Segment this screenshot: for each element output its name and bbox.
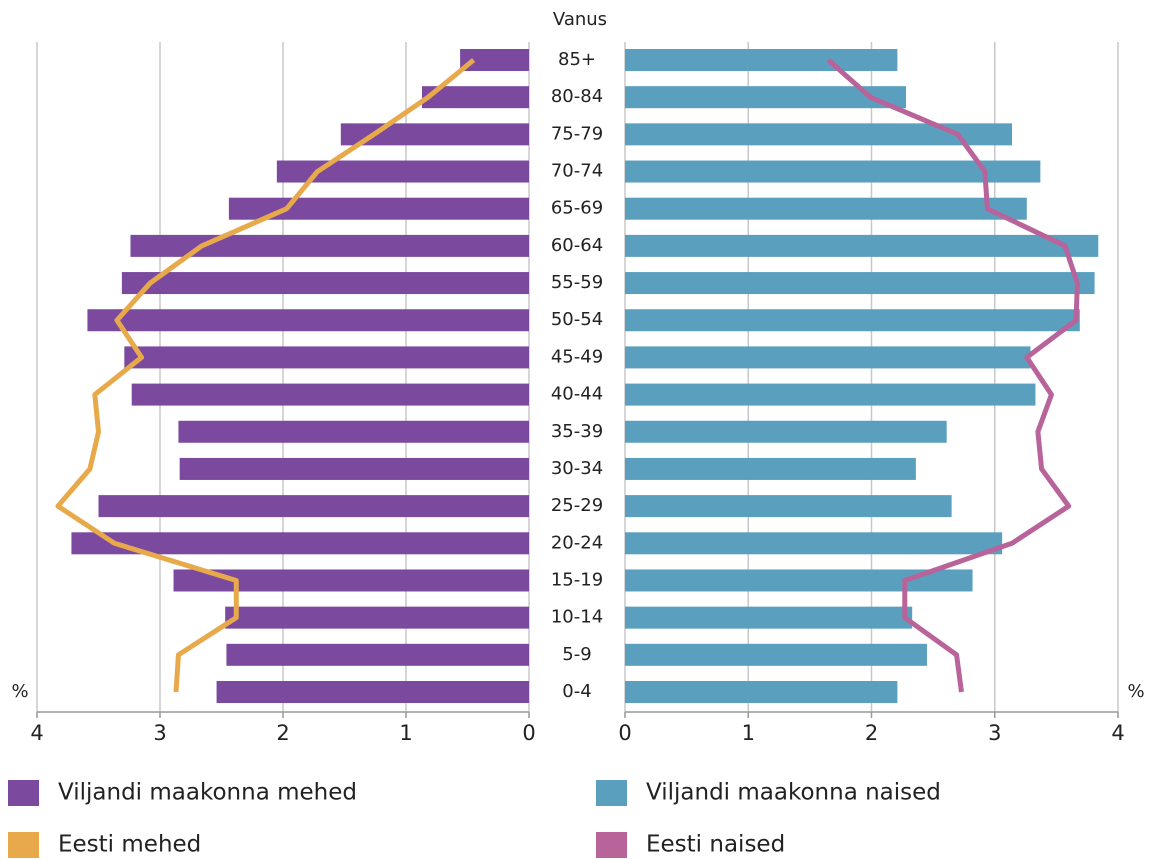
bar (87, 309, 530, 332)
bar (625, 197, 1027, 220)
bar (216, 681, 529, 703)
category-label: 45-49 (551, 346, 603, 367)
line (55, 58, 476, 693)
x-tick-label: 4 (1111, 721, 1124, 745)
bar (71, 532, 529, 555)
bar (625, 86, 907, 109)
category-label: 20-24 (551, 532, 603, 553)
bar (98, 495, 529, 518)
category-label: 0-4 (562, 681, 591, 702)
category-label: 85+ (558, 49, 596, 70)
x-tick-label: 4 (30, 721, 43, 745)
bar (421, 86, 529, 109)
line (826, 58, 1080, 693)
x-tick-label: 0 (522, 721, 535, 745)
x-tick-label: 1 (399, 721, 412, 745)
category-label: 65-69 (551, 198, 603, 219)
x-tick-label: 1 (742, 721, 755, 745)
bar (625, 457, 916, 480)
bar (124, 346, 529, 369)
bar (130, 234, 530, 257)
bar (460, 49, 529, 71)
category-label: 40-44 (551, 384, 603, 405)
legend-label: Eesti naised (646, 832, 785, 858)
category-label: 70-74 (551, 161, 603, 182)
bar (625, 160, 1041, 183)
x-tick-label: 2 (865, 721, 878, 745)
bar (178, 420, 529, 443)
x-tick-label: 0 (618, 721, 631, 745)
legend-swatch (8, 780, 39, 806)
bar (625, 420, 947, 443)
axis-unit-left: % (11, 681, 28, 702)
category-label: 75-79 (551, 123, 603, 144)
x-tick-label: 3 (153, 721, 166, 745)
bar (276, 160, 529, 183)
bar (625, 234, 1099, 257)
category-label: 55-59 (551, 272, 603, 293)
bar (625, 532, 1003, 555)
bar (625, 309, 1080, 332)
bar (625, 495, 952, 518)
bar (226, 643, 530, 666)
category-label: 60-64 (551, 235, 603, 256)
legend-swatch (8, 832, 39, 858)
category-label: 35-39 (551, 421, 603, 442)
bar (179, 457, 529, 480)
category-label: 10-14 (551, 607, 603, 628)
bar (625, 49, 898, 71)
bar (625, 643, 927, 666)
bar (340, 123, 529, 146)
axis-unit-right: % (1127, 681, 1144, 702)
legend-swatch (596, 832, 627, 858)
bar (625, 123, 1013, 146)
category-label: 15-19 (551, 569, 603, 590)
legend-label: Viljandi maakonna naised (646, 780, 941, 806)
legend-label: Eesti mehed (58, 832, 201, 858)
bar (625, 346, 1031, 369)
bar (173, 569, 529, 592)
bar (225, 606, 529, 629)
category-axis-title: Vanus (553, 9, 607, 30)
legend-swatch (596, 780, 627, 806)
legend-label: Viljandi maakonna mehed (58, 780, 357, 806)
bar (625, 272, 1095, 295)
category-label: 50-54 (551, 309, 603, 330)
bar (228, 197, 529, 220)
x-tick-label: 3 (988, 721, 1001, 745)
bar (131, 383, 529, 406)
bar (121, 272, 530, 295)
category-label: 25-29 (551, 495, 603, 516)
bar (625, 606, 913, 629)
category-label: 5-9 (562, 644, 591, 665)
bar (625, 569, 973, 592)
bar (625, 681, 898, 703)
category-label: 30-34 (551, 458, 603, 479)
bar (625, 383, 1036, 406)
x-tick-label: 2 (276, 721, 289, 745)
category-label: 80-84 (551, 86, 603, 107)
